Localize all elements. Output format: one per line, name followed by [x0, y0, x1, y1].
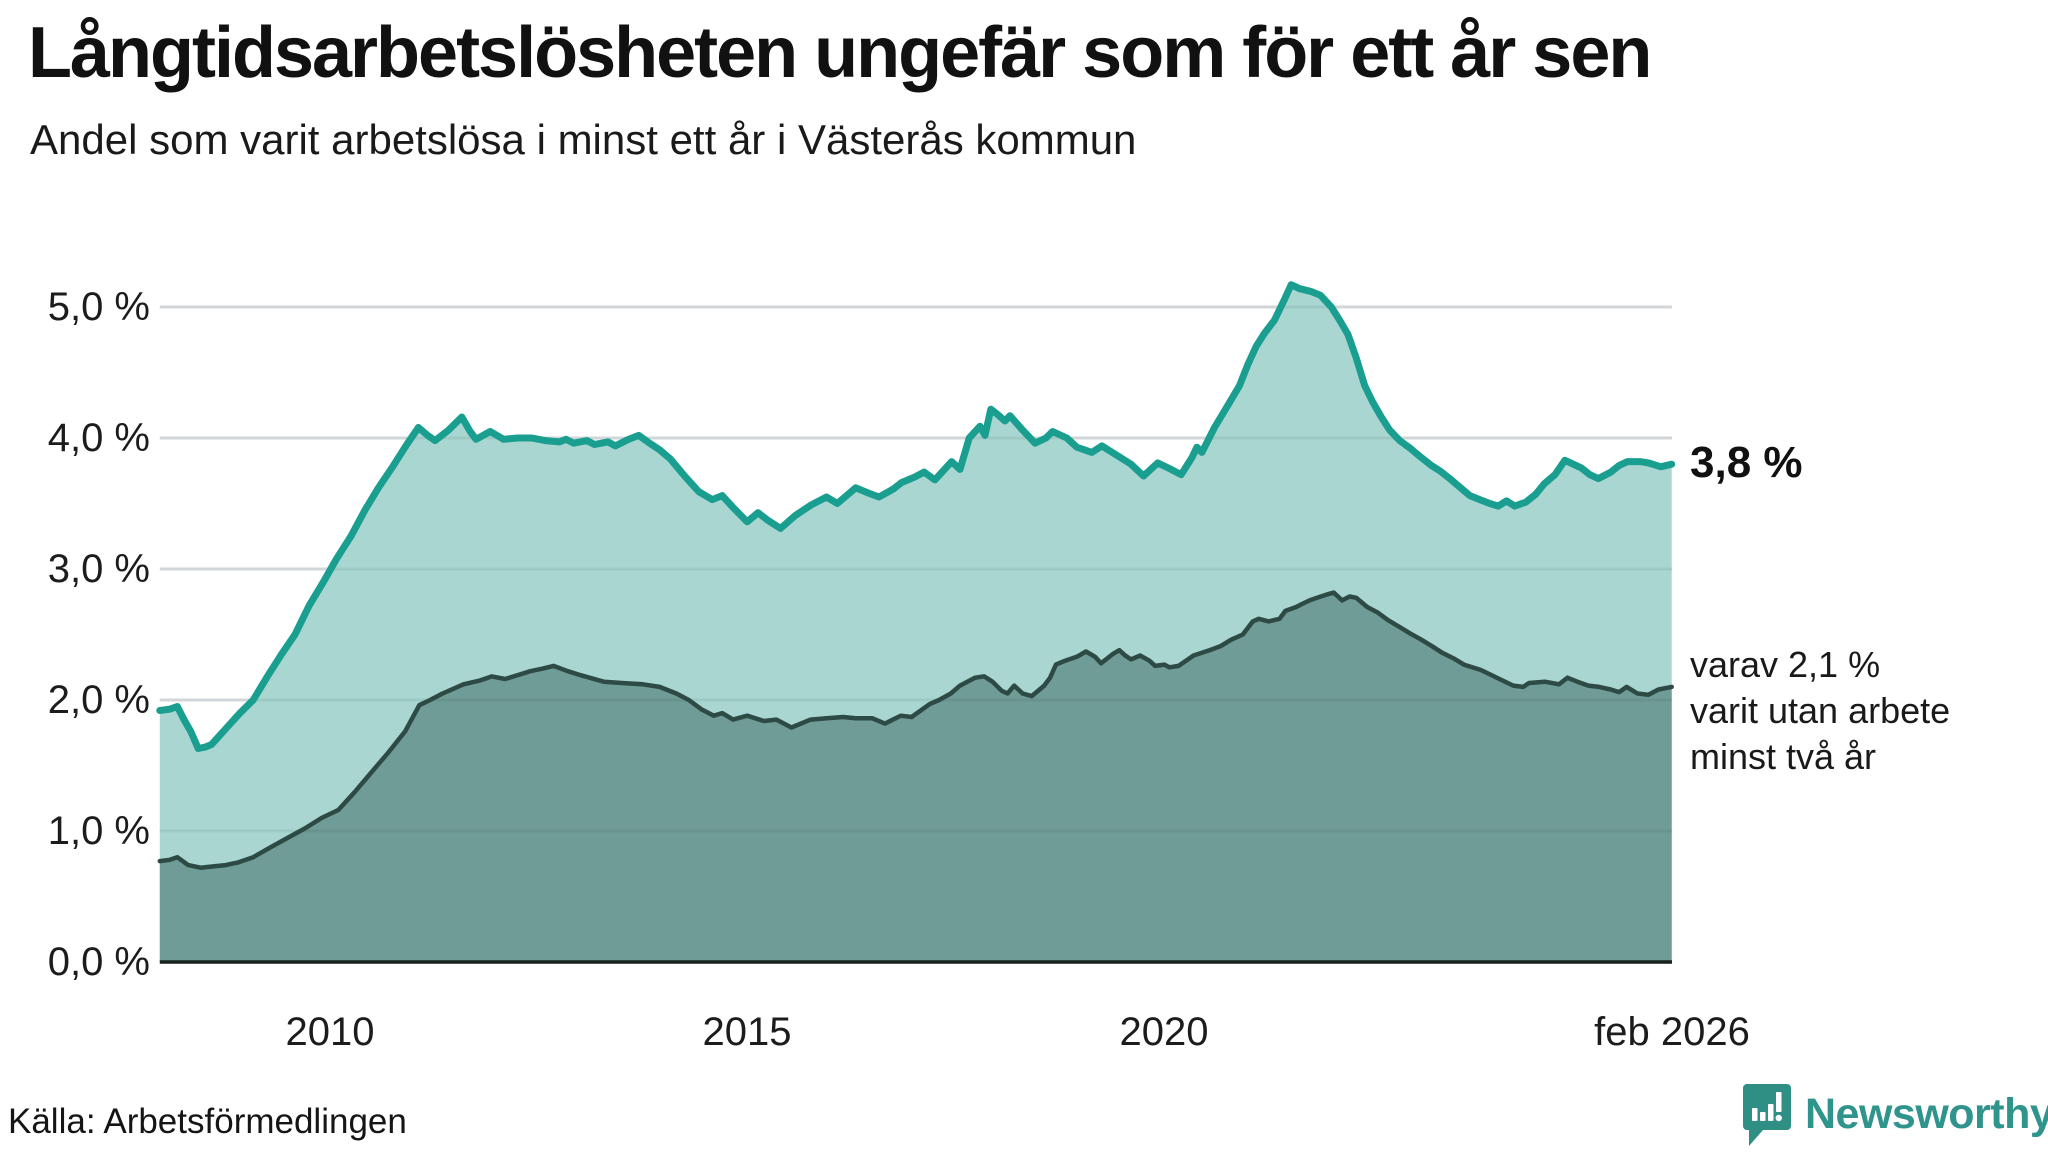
end-value-label: 3,8 %: [1690, 438, 1803, 488]
series-line-one-year: [156, 281, 1676, 752]
annotation-line: minst två år: [1690, 736, 1877, 777]
y-tick-label: 1,0 %: [47, 809, 150, 853]
y-tick-label: 2,0 %: [47, 678, 150, 722]
page-title: Långtidsarbetslösheten ungefär som för e…: [28, 13, 1652, 93]
annotation-line: varit utan arbete: [1690, 690, 1951, 731]
y-tick-label: 4,0 %: [47, 416, 150, 460]
x-tick-label: 2010: [285, 1010, 375, 1054]
y-tick-label: 5,0 %: [47, 285, 150, 329]
y-tick-label: 3,0 %: [47, 547, 150, 591]
annotation-line: varav 2,1 %: [1690, 644, 1881, 685]
brand-name: Newsworthy: [1805, 1090, 2048, 1138]
newsworthy-icon: [1743, 1084, 1791, 1152]
y-tick-label: 0,0 %: [47, 940, 150, 984]
x-tick-label: 2020: [1119, 1010, 1209, 1054]
page-subtitle: Andel som varit arbetslösa i minst ett å…: [30, 116, 1137, 163]
brand-logo: Newsworthy: [1743, 1084, 2048, 1148]
secondary-end-value-label: varav 2,1 % varit utan arbete minst två …: [1690, 642, 1950, 780]
x-tick-label: feb 2026: [1594, 1010, 1750, 1054]
source-credit: Källa: Arbetsförmedlingen: [8, 1102, 407, 1141]
area-fill-two-years: [159, 592, 1672, 962]
series-line-two-years: [157, 590, 1674, 870]
x-tick-label: 2015: [702, 1010, 792, 1054]
